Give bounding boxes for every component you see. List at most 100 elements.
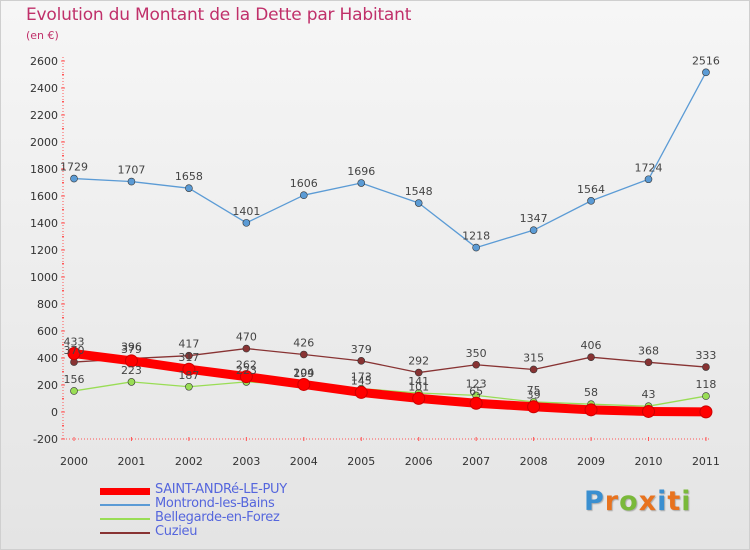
x-tick-label: 2004 [290,455,318,468]
data-label-cuzieu: 368 [638,344,659,357]
data-point-cuzieu [242,344,251,353]
y-tick-label: 800 [37,298,58,311]
data-point-cuzieu [299,350,308,359]
data-point-saint-andr-le-puy [239,370,253,384]
y-tick-label: -200 [33,433,58,446]
data-point-montrond-les-bains [587,197,595,205]
proxiti-logo: Proxiti [584,486,692,517]
data-point-saint-andr-le-puy [182,362,196,376]
data-label-bellegarde-en-forez: 187 [178,369,199,382]
data-label-cuzieu: 406 [581,339,602,352]
data-point-saint-andr-le-puy [297,377,311,391]
data-label-bellegarde-en-forez: 223 [236,364,257,377]
legend-label-montrond: Montrond-les-Bains [155,496,275,511]
data-label-cuzieu: 426 [293,336,314,349]
data-label-saint-andr-le-puy: 379 [121,343,142,356]
data-label-saint-andr-le-puy: 433 [64,336,85,349]
data-label-saint-andr-le-puy: 101 [408,380,429,393]
data-point-montrond-les-bains [529,226,538,234]
y-tick-label: 2400 [30,82,58,95]
x-tick-label: 2006 [405,455,433,468]
data-label-bellegarde-en-forez: 141 [408,375,429,388]
data-point-saint-andr-le-puy [527,400,541,414]
y-tick-label: 1200 [30,244,58,257]
series-line-bellegarde-en-forez [73,381,707,407]
data-point-saint-andr-le-puy [412,391,426,405]
data-label-bellegarde-en-forez: 43 [642,388,656,401]
y-tick-label: 0 [51,406,58,419]
data-label-cuzieu: 315 [523,351,544,364]
data-point-montrond-les-bains [185,184,193,192]
data-label-bellegarde-en-forez: 156 [64,373,85,386]
data-label-saint-andr-le-puy: 317 [178,351,199,364]
y-tick-label: 200 [37,379,58,392]
data-label-montrond-les-bains: 1696 [347,165,375,178]
data-label-montrond-les-bains: 1658 [175,170,203,183]
logo-letter: P [584,486,605,517]
data-label-cuzieu: 396 [121,341,142,354]
data-label-montrond-les-bains: 1218 [462,230,490,243]
data-label-montrond-les-bains: 1548 [405,185,433,198]
data-point-cuzieu [357,357,366,365]
data-label-bellegarde-en-forez: 123 [466,377,487,390]
data-label-montrond-les-bains: 1606 [290,177,318,190]
y-tick-label: 400 [37,352,58,365]
data-point-saint-andr-le-puy [699,405,713,419]
data-point-cuzieu [587,353,595,361]
x-tick-label: 2003 [232,455,260,468]
data-label-montrond-les-bains: 1707 [117,164,145,177]
data-label-bellegarde-en-forez: 58 [584,386,598,399]
data-label-cuzieu: 370 [64,344,85,357]
data-label-cuzieu: 379 [351,343,372,356]
legend-label-bellegarde: Bellegarde-en-Forez [155,510,280,525]
data-point-cuzieu [185,351,193,360]
x-tick-label: 2002 [175,455,203,468]
data-point-bellegarde-en-forez [127,378,136,386]
logo-letter: i [681,486,692,517]
data-point-cuzieu [702,363,710,371]
data-label-bellegarde-en-forez: 173 [351,371,372,384]
data-point-saint-andr-le-puy [124,354,138,368]
data-point-montrond-les-bains [70,174,78,183]
data-point-cuzieu [644,358,653,367]
data-labels-layer: 156 223 187 223 199 173 141 123 75 58 43 118 370 396 4… [60,54,720,401]
series-layer [67,68,713,419]
data-label-saint-andr-le-puy: 262 [236,359,257,372]
data-label-montrond-les-bains: 1401 [232,205,260,218]
chart-title: Evolution du Montant de la Dette par Hab… [26,5,412,25]
data-label-cuzieu: 333 [695,349,716,362]
x-tick-label: 2000 [60,455,88,468]
data-label-saint-andr-le-puy: 145 [351,374,372,387]
data-label-cuzieu: 417 [178,338,199,351]
logo-letter: o [619,486,639,517]
series-line-montrond-les-bains [73,71,707,249]
unit-label: (en €) [26,29,59,42]
data-point-montrond-les-bains [472,243,480,252]
series-line-cuzieu [73,347,707,374]
data-point-saint-andr-le-puy [642,404,655,418]
y-tick-label: 1600 [30,190,58,203]
data-point-montrond-les-bains [644,175,653,184]
legend-swatch-bellegarde [100,518,150,520]
data-point-bellegarde-en-forez [70,387,78,395]
legend-swatch-montrond [100,504,150,506]
legend-swatch-cuzieu [100,532,150,534]
x-tick-label: 2005 [347,455,375,468]
y-tick-label: 2000 [30,136,58,149]
data-label-saint-andr-le-puy: 65 [469,385,483,398]
logo-letter: t [667,486,682,517]
data-point-montrond-les-bains [414,199,423,207]
data-point-saint-andr-le-puy [584,403,598,417]
axes: -200 0 200 400 600 800 1000 1200 1400 1600 1800 200… [30,55,720,468]
x-tick-label: 2011 [692,455,720,468]
data-label-bellegarde-en-forez: 118 [695,378,716,391]
data-label-montrond-les-bains: 1724 [635,161,663,174]
x-tick-label: 2001 [117,455,145,468]
legend-swatch-saint-andre [100,488,150,495]
y-tick-label: 1800 [30,163,58,176]
logo-letter: i [657,486,668,517]
data-point-saint-andr-le-puy [354,385,368,399]
data-point-bellegarde-en-forez [185,382,193,391]
data-label-saint-andr-le-puy: 39 [527,389,541,402]
